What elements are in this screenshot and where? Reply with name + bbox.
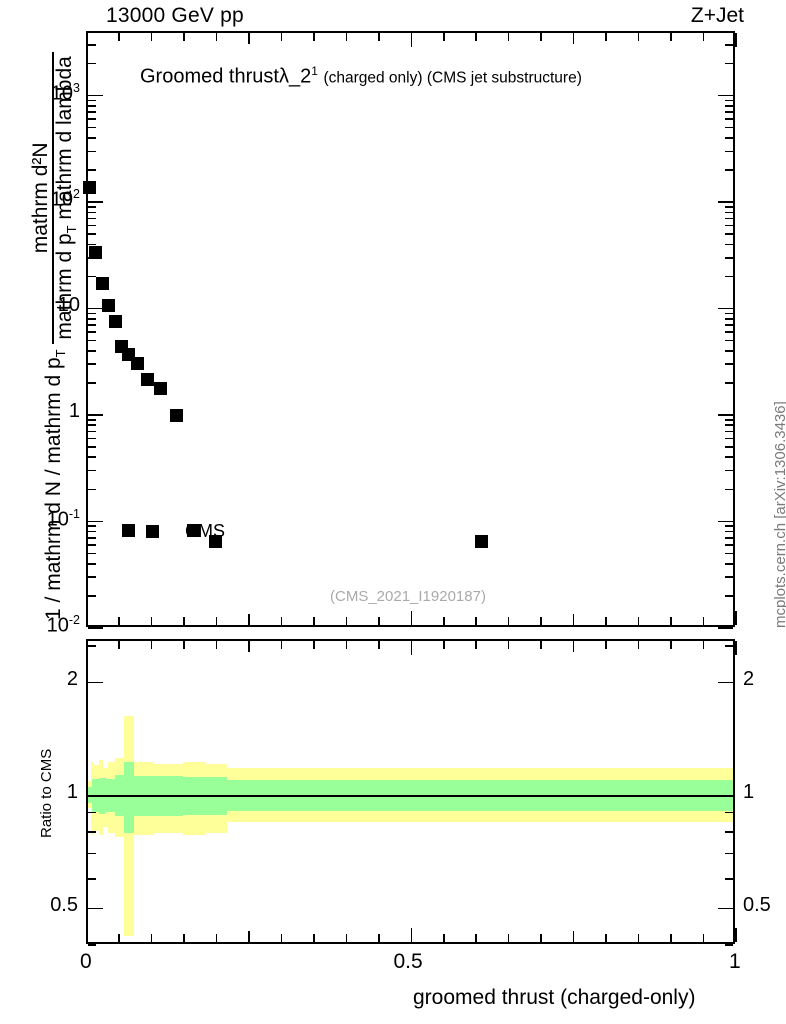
x-axis-title: groomed thrust (charged-only)	[413, 986, 696, 1009]
analysis-id-watermark: (CMS_2021_I1920187)	[330, 588, 486, 605]
ratio-unity-line	[88, 794, 733, 797]
y-tick-label-ratio-right: 1	[743, 780, 755, 803]
y-tick-label-ratio: 1	[66, 780, 78, 803]
data-point-marker	[95, 276, 109, 290]
data-point-marker	[170, 409, 184, 423]
y-tick-label-main: 103	[50, 80, 80, 105]
y-tick-label-main: 10-2	[46, 613, 80, 637]
plot-title-main: Groomed thrust	[140, 65, 279, 88]
data-point-marker	[108, 314, 122, 328]
ratio-plot-panel	[86, 639, 735, 944]
data-point-marker	[475, 535, 489, 549]
y-tick-label-ratio: 2	[66, 667, 78, 690]
data-point-marker	[121, 524, 135, 538]
header-process: Z+Jet	[690, 4, 744, 27]
ratio-band-inner	[123, 762, 135, 834]
plot-title-suffix: (charged only) (CMS jet substructure)	[323, 69, 582, 87]
data-point-marker	[209, 535, 223, 549]
plot-title: Groomed thrustλ_21 (charged only) (CMS j…	[140, 64, 582, 89]
y-tick-label-ratio: 0.5	[50, 893, 78, 916]
x-tick-label: 0	[80, 950, 92, 973]
header-beam-energy: 13000 GeV pp	[106, 4, 244, 27]
data-point-marker	[141, 373, 155, 387]
data-point-marker	[154, 381, 168, 395]
y-tick-label-main: 10-1	[46, 506, 80, 531]
y-tick-label-main: 1	[68, 400, 80, 423]
x-tick-label: 0.5	[393, 950, 423, 973]
y-tick-label-ratio-right: 0.5	[743, 893, 771, 916]
y-tick-label-main: 102	[50, 187, 80, 211]
data-point-marker	[89, 246, 103, 260]
data-point-marker	[102, 298, 116, 312]
y-tick-label-ratio-right: 2	[743, 667, 755, 690]
plot-title-symbol: λ_2	[278, 65, 312, 88]
legend-marker-square-icon	[146, 525, 159, 538]
x-tick-label: 1	[729, 950, 741, 973]
y-tick-label-main: 10	[57, 293, 80, 316]
data-point-marker	[131, 356, 145, 370]
ratio-band-outer	[102, 767, 109, 828]
data-point-marker	[82, 180, 96, 194]
plot-title-symbol-exponent: 1	[311, 64, 318, 78]
data-point-marker	[186, 524, 200, 538]
